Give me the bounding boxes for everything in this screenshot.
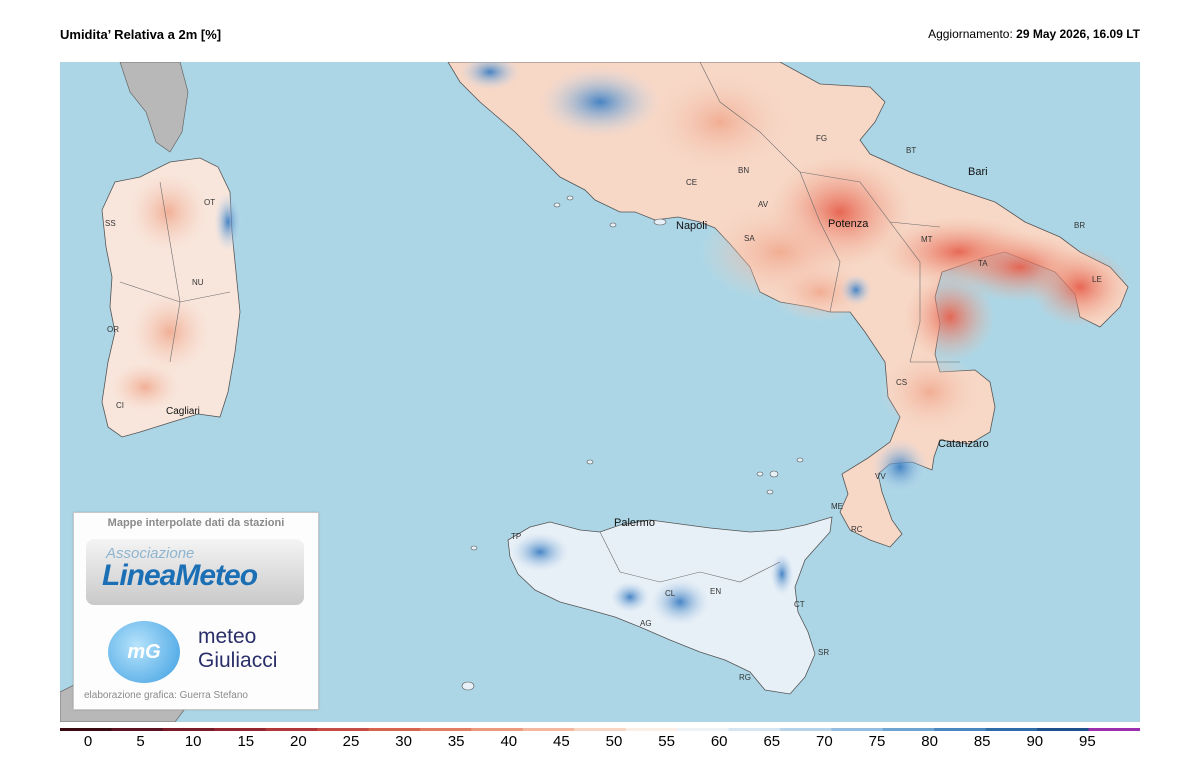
prov-label-en: EN bbox=[710, 587, 722, 596]
lineameteo-logo-main: LineaMeteo bbox=[102, 559, 258, 592]
mg-initials: mG bbox=[127, 641, 161, 663]
colorbar-segment bbox=[214, 728, 267, 731]
map-canvas bbox=[60, 62, 1130, 722]
corsica-landmass bbox=[119, 62, 189, 153]
colorbar-segment bbox=[522, 728, 575, 731]
colorbar-segment bbox=[985, 728, 1038, 731]
city-label-cagliari: Cagliari bbox=[166, 406, 200, 417]
colorbar-segment bbox=[1088, 728, 1140, 731]
prov-label-bt: BT bbox=[906, 146, 917, 155]
credit-text: elaborazione grafica: Guerra Stefano bbox=[84, 690, 248, 701]
prov-label-sr: SR bbox=[818, 648, 830, 657]
colorbar-tick-label: 90 bbox=[1026, 733, 1044, 750]
city-label-catanzaro: Catanzaro bbox=[938, 438, 989, 450]
prov-label-rg: RG bbox=[739, 673, 751, 682]
prov-label-ta: TA bbox=[978, 259, 988, 268]
prov-label-vv: VV bbox=[875, 472, 886, 481]
colorbar-tick-label: 55 bbox=[658, 733, 675, 750]
colorbar-tick-label: 30 bbox=[395, 733, 412, 750]
update-value: 29 May 2026, 16.09 LT bbox=[1016, 27, 1140, 41]
meteogiuliacci-name-line1: meteo bbox=[198, 625, 257, 648]
prov-label-tp: TP bbox=[511, 532, 522, 541]
colorbar-tick-label: 50 bbox=[605, 733, 623, 750]
small-islands bbox=[461, 195, 804, 691]
prov-label-me: ME bbox=[831, 502, 843, 511]
colorbar-segment bbox=[677, 728, 730, 731]
colorbar-tick-label: 60 bbox=[710, 733, 728, 750]
colorbar-segment bbox=[728, 728, 781, 731]
colorbar-segment bbox=[368, 728, 421, 731]
city-label-napoli: Napoli bbox=[676, 220, 708, 232]
prov-label-ci: CI bbox=[116, 401, 124, 410]
colorbar-segment bbox=[882, 728, 935, 731]
colorbar-tick-label: 95 bbox=[1079, 733, 1096, 750]
colorbar-segment bbox=[934, 728, 987, 731]
colorbar-segment bbox=[265, 728, 318, 731]
colorbar-segment bbox=[780, 728, 832, 731]
colorbar-segment bbox=[317, 728, 370, 731]
map-title: Umidita’ Relativa a 2m [%] bbox=[60, 27, 222, 42]
humidity-field bbox=[110, 62, 1130, 626]
lineameteo-logo: Associazione LineaMeteo bbox=[86, 539, 304, 605]
prov-label-bn: BN bbox=[738, 166, 750, 175]
colorbar-segment bbox=[420, 728, 472, 731]
prov-label-rc: RC bbox=[851, 525, 863, 534]
update-label: Aggiornamento: bbox=[928, 27, 1013, 41]
city-label-bari: Bari bbox=[968, 166, 988, 178]
colorbar-tick-label: 80 bbox=[921, 733, 938, 750]
colorbar-tick-label: 45 bbox=[553, 733, 570, 750]
colorbar-segment bbox=[111, 728, 164, 731]
colorbar-tick-label: 5 bbox=[136, 733, 145, 750]
colorbar-tick-label: 70 bbox=[816, 733, 833, 750]
colorbar-tick-label: 0 bbox=[83, 733, 93, 750]
prov-label-cs: CS bbox=[896, 378, 908, 387]
colorbar-segment bbox=[1037, 728, 1090, 731]
prov-label-or: OR bbox=[107, 325, 119, 334]
colorbar-tick-label: 40 bbox=[500, 733, 518, 750]
logo-caption: Mappe interpolate dati da stazioni bbox=[107, 517, 285, 529]
prov-label-br: BR bbox=[1074, 221, 1086, 230]
colorbar-tick-label: 75 bbox=[868, 733, 886, 750]
prov-label-ss: SS bbox=[105, 219, 116, 228]
colorbar-tick-label: 15 bbox=[237, 733, 255, 750]
city-label-palermo: Palermo bbox=[614, 517, 655, 529]
colorbar-segment bbox=[574, 728, 627, 731]
colorbar-tick-label: 85 bbox=[973, 733, 991, 750]
prov-label-ot: OT bbox=[204, 198, 216, 207]
prov-label-fg: FG bbox=[816, 134, 828, 143]
colorbar-tick-label: 65 bbox=[763, 733, 781, 750]
colorbar bbox=[60, 728, 1140, 731]
meteogiuliacci-name-line2: Giuliacci bbox=[198, 649, 278, 672]
colorbar-segment bbox=[60, 728, 112, 731]
colorbar-tick-label: 10 bbox=[184, 733, 202, 750]
prov-label-ct: CT bbox=[794, 600, 805, 609]
colorbar-tick-label: 25 bbox=[342, 733, 360, 750]
colorbar-segment bbox=[471, 728, 524, 731]
prov-label-sa: SA bbox=[744, 234, 755, 243]
colorbar-segment bbox=[831, 728, 884, 731]
city-label-potenza: Potenza bbox=[828, 218, 869, 230]
colorbar-tick-label: 35 bbox=[447, 733, 465, 750]
prov-label-ce: CE bbox=[686, 178, 698, 187]
prov-label-av: AV bbox=[758, 200, 769, 209]
prov-label-mt: MT bbox=[921, 235, 933, 244]
prov-label-cl: CL bbox=[665, 589, 676, 598]
region-borders bbox=[119, 62, 960, 583]
colorbar-tick-label: 20 bbox=[290, 733, 307, 750]
prov-label-ag: AG bbox=[640, 619, 652, 628]
prov-label-nu: NU bbox=[192, 278, 204, 287]
prov-label-le: LE bbox=[1092, 275, 1102, 284]
colorbar-segment bbox=[625, 728, 678, 731]
lineameteo-logo-top: Associazione bbox=[106, 545, 195, 562]
logo-panel: Mappe interpolate dati da stazioni Assoc… bbox=[73, 512, 319, 710]
update-timestamp: Aggiornamento: 29 May 2026, 16.09 LT bbox=[928, 27, 1140, 41]
colorbar-segment bbox=[162, 728, 215, 731]
meteogiuliacci-icon: mG bbox=[108, 621, 180, 683]
